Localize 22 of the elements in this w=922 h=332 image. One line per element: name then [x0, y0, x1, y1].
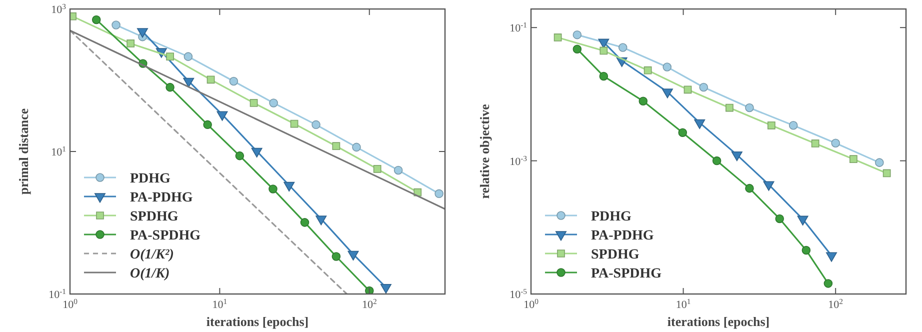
y-tick-label: 10$^{-1}$ [510, 20, 528, 35]
x-tick-label: 10$^{1}$ [212, 296, 228, 311]
legend-label: PDHG [130, 172, 171, 186]
legend-label: O(1/K) [130, 266, 170, 282]
y-axis-title: primal distance [16, 108, 31, 195]
x-axis-title: iterations [epochs] [206, 314, 309, 329]
legend-label: PA-SPDHG [591, 266, 662, 282]
y-tick-label: 10$^{3}$ [51, 2, 66, 16]
x-tick-label: 10$^{1}$ [676, 296, 691, 311]
x-tick-label: 10$^{2}$ [828, 296, 844, 311]
legend-label: SPDHG [130, 210, 178, 224]
y-tick-label: 10$^{-3}$ [510, 153, 528, 168]
y-axis-title: relative objective [477, 104, 492, 199]
legend-label: PDHG [591, 210, 632, 224]
legend-label: SPDHG [591, 248, 640, 262]
legend-label: PA-SPDHG [130, 228, 201, 244]
y-tick-label: 10$^{1}$ [51, 144, 66, 158]
legend-label: PA-PDHG [130, 190, 193, 206]
x-tick-label: 10$^{2}$ [362, 296, 377, 311]
x-axis-title: iterations [epochs] [667, 314, 770, 329]
legend-label: PA-PDHG [591, 228, 654, 244]
legend-label: O(1/K²) [130, 248, 174, 262]
